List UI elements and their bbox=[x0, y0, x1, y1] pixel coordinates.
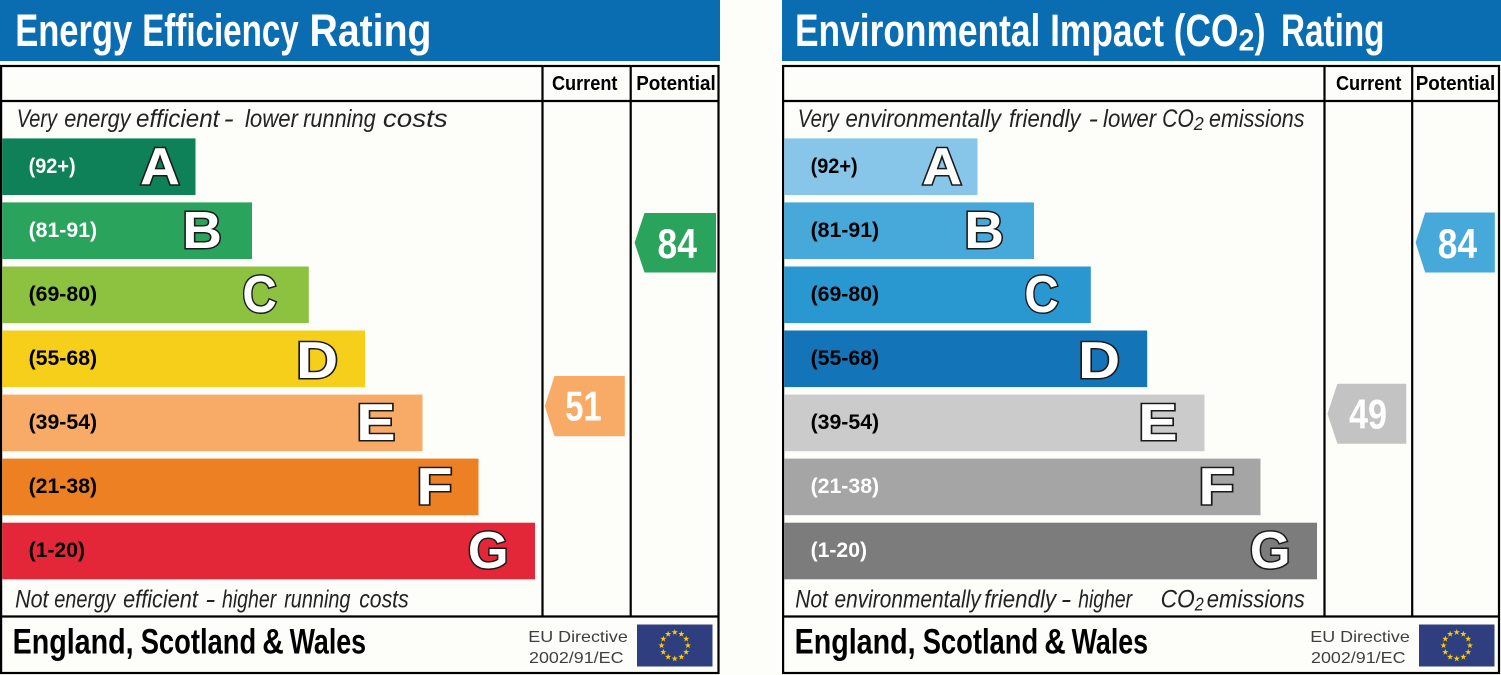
svg-text:(21-38): (21-38) bbox=[811, 474, 880, 498]
svg-text:A: A bbox=[922, 138, 962, 196]
svg-text:(92+): (92+) bbox=[811, 154, 858, 178]
svg-text:(55-68): (55-68) bbox=[29, 346, 98, 370]
svg-text:49: 49 bbox=[1349, 390, 1387, 437]
svg-text:E: E bbox=[356, 394, 395, 452]
svg-text:G: G bbox=[1250, 522, 1291, 580]
svg-text:B: B bbox=[964, 202, 1004, 260]
svg-text:(69-80): (69-80) bbox=[811, 282, 880, 306]
svg-text:(39-54): (39-54) bbox=[29, 410, 98, 434]
svg-text:(39-54): (39-54) bbox=[811, 410, 880, 434]
svg-text:Potential: Potential bbox=[1416, 73, 1496, 95]
svg-text:Current: Current bbox=[1336, 73, 1402, 95]
svg-text:Potential: Potential bbox=[636, 73, 716, 95]
svg-text:(81-91): (81-91) bbox=[29, 218, 98, 242]
svg-text:84: 84 bbox=[658, 220, 697, 267]
svg-text:England,Scotland&Wales: England, Scotland & Wales bbox=[795, 623, 1149, 662]
svg-text:EU Directive: EU Directive bbox=[528, 629, 628, 646]
svg-text:(21-38): (21-38) bbox=[29, 474, 98, 498]
svg-text:51: 51 bbox=[565, 382, 601, 429]
svg-text:(1-20): (1-20) bbox=[811, 538, 867, 562]
svg-text:Current: Current bbox=[552, 73, 618, 95]
svg-text:(69-80): (69-80) bbox=[29, 282, 98, 306]
svg-text:D: D bbox=[1078, 332, 1120, 390]
svg-text:F: F bbox=[1198, 458, 1234, 516]
svg-text:(81-91): (81-91) bbox=[811, 218, 880, 242]
svg-text:C: C bbox=[242, 266, 276, 324]
svg-text:2002/91/EC: 2002/91/EC bbox=[1311, 650, 1406, 667]
svg-text:(92+): (92+) bbox=[29, 154, 76, 178]
svg-text:84: 84 bbox=[1438, 220, 1477, 267]
svg-text:G: G bbox=[468, 522, 509, 580]
svg-text:England,Scotland&Wales: England, Scotland & Wales bbox=[13, 623, 367, 662]
svg-text:EU Directive: EU Directive bbox=[1310, 629, 1410, 646]
svg-text:F: F bbox=[416, 458, 452, 516]
svg-text:Environmental Impact (CO2)Rati: Environmental Impact (CO2) Rating bbox=[795, 5, 1385, 57]
svg-text:C: C bbox=[1024, 266, 1058, 324]
svg-text:E: E bbox=[1138, 394, 1177, 452]
svg-text:2002/91/EC: 2002/91/EC bbox=[529, 650, 624, 667]
svg-text:B: B bbox=[182, 202, 222, 260]
svg-text:(1-20): (1-20) bbox=[29, 538, 85, 562]
svg-text:D: D bbox=[296, 332, 338, 390]
svg-text:(55-68): (55-68) bbox=[811, 346, 880, 370]
svg-text:A: A bbox=[140, 138, 180, 196]
